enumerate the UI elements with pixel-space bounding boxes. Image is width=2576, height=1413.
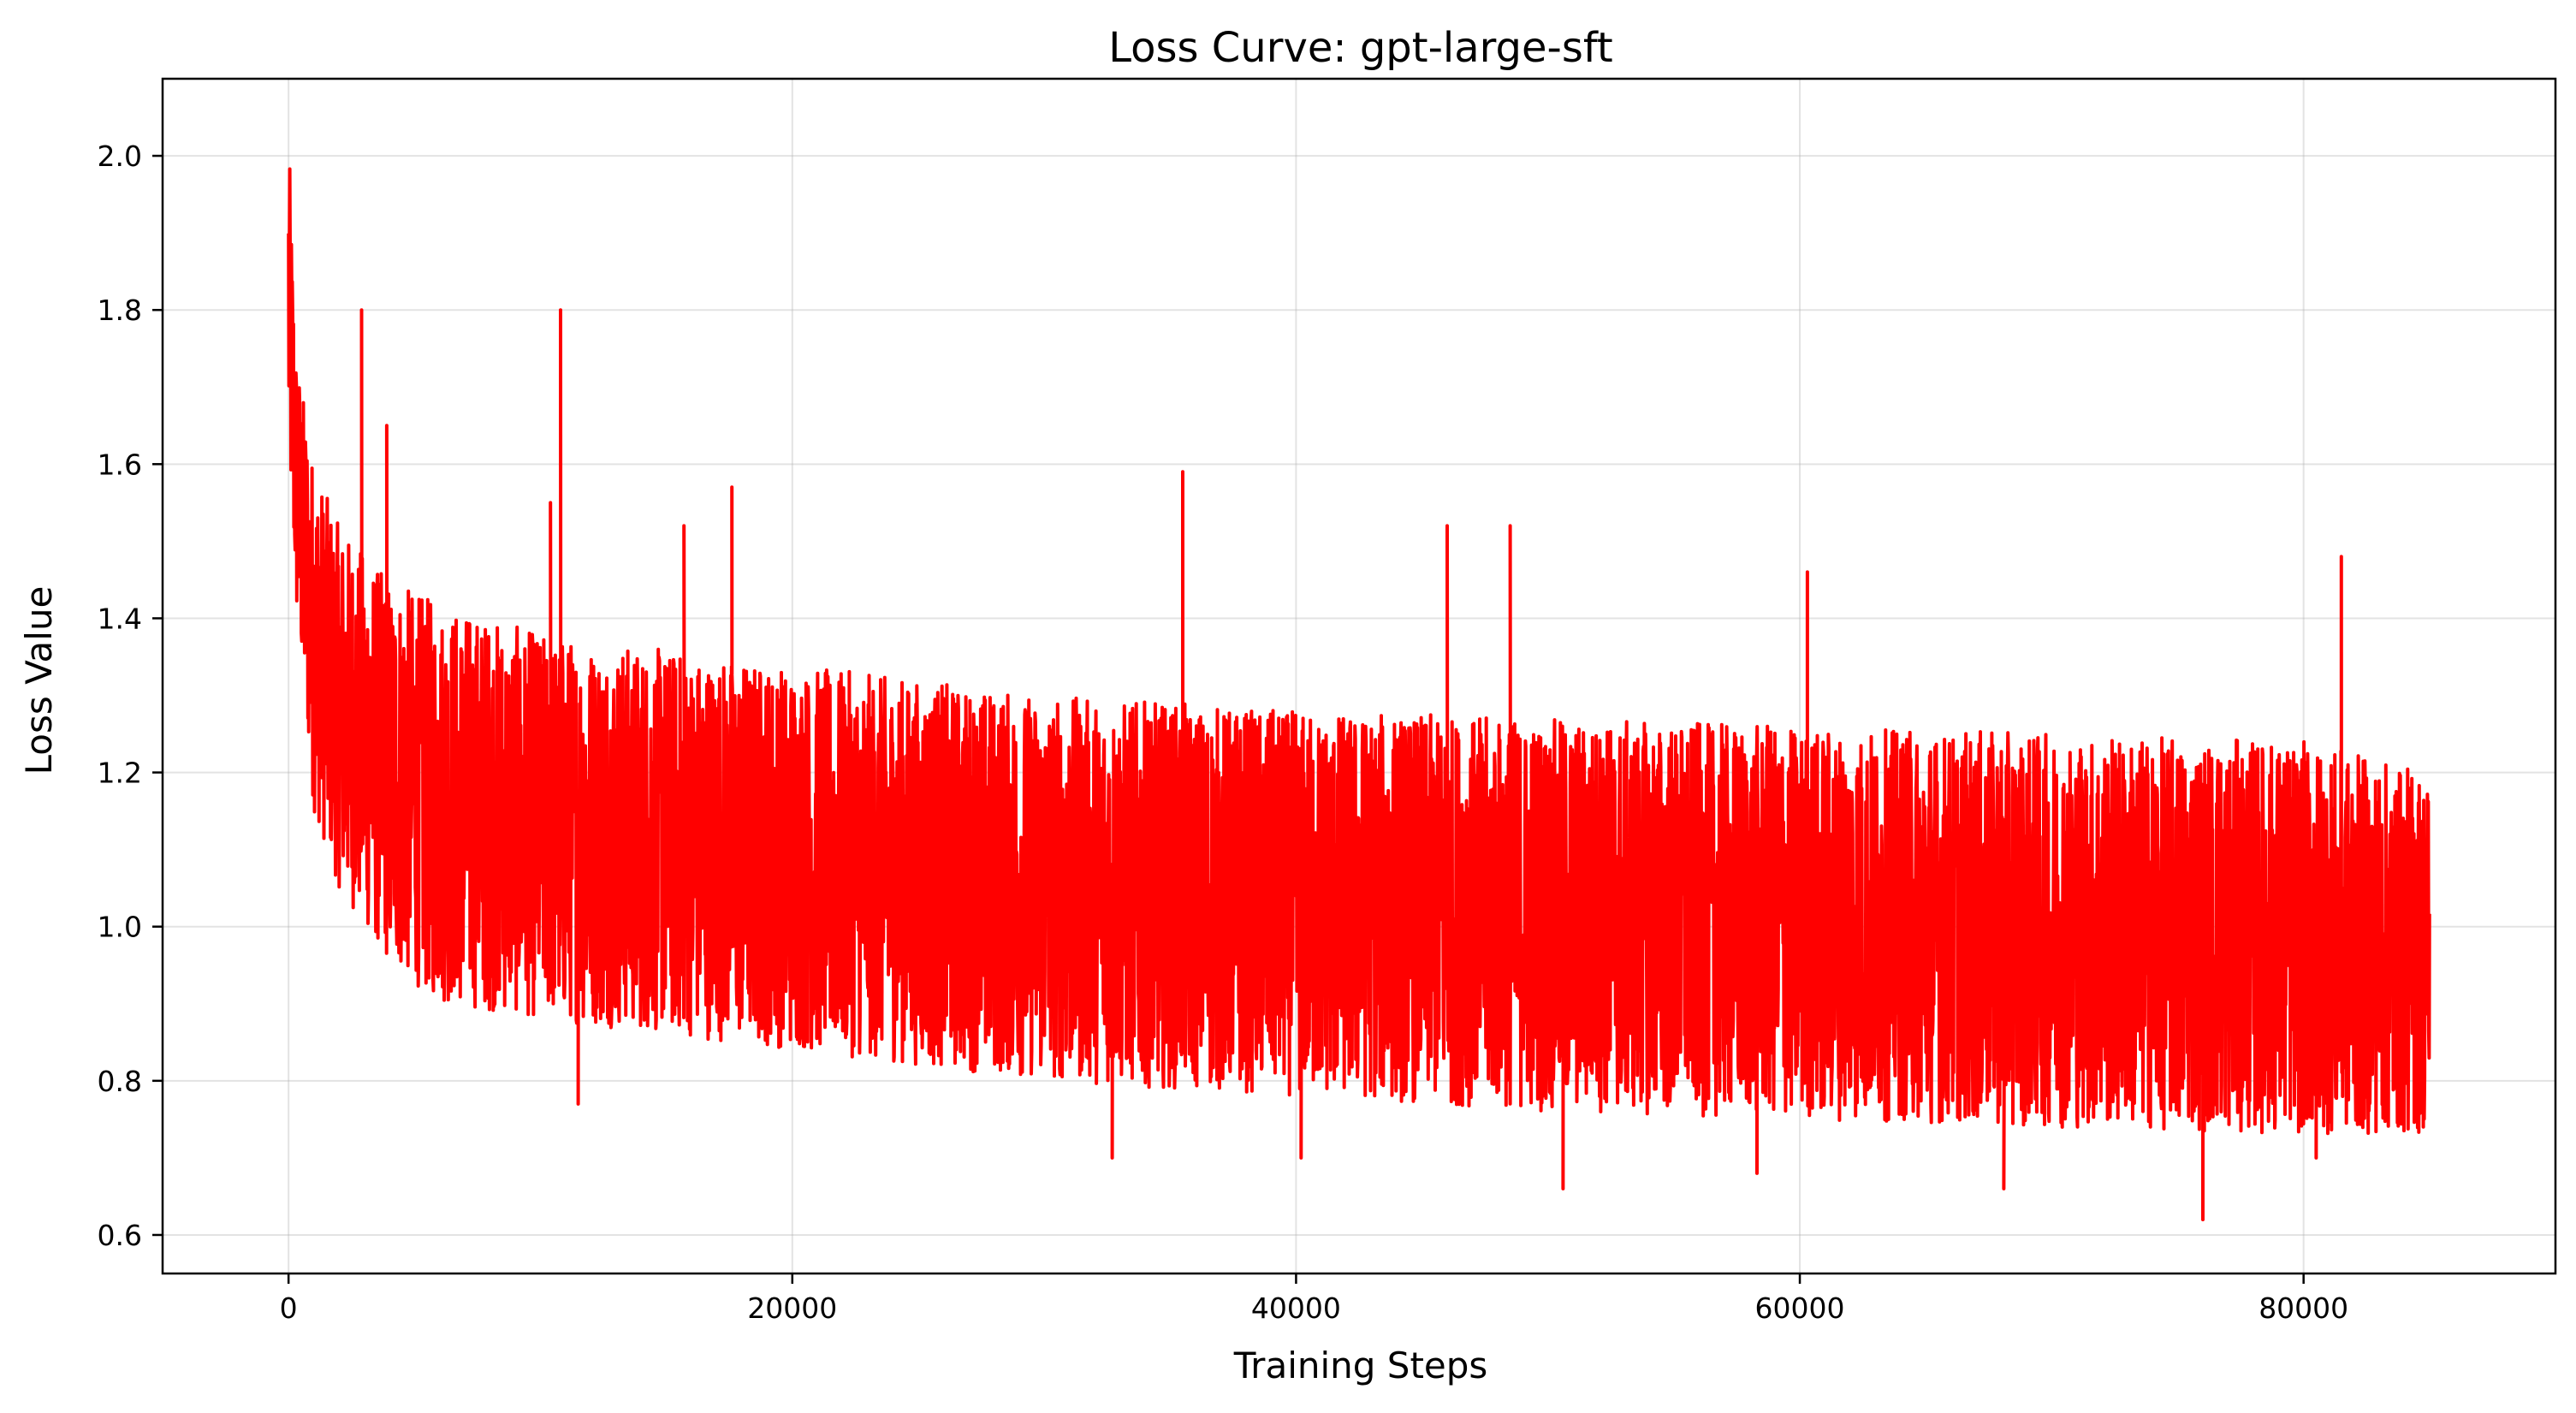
x-tick-label: 0: [280, 1291, 298, 1325]
x-tick-label: 80000: [2258, 1291, 2348, 1325]
y-axis-label: Loss Value: [18, 586, 60, 775]
y-tick-label: 0.8: [98, 1065, 142, 1098]
y-tick-label: 1.6: [98, 448, 142, 481]
y-tick-label: 2.0: [98, 140, 142, 173]
chart-title: Loss Curve: gpt-large-sft: [1108, 24, 1613, 72]
series-layer: [287, 167, 2431, 1221]
y-tick-label: 1.8: [98, 294, 142, 327]
y-axis: 0.6 0.8 1.0 1.2 1.4 1.6 1.8 2.0: [98, 140, 163, 1252]
y-tick-label: 1.4: [98, 602, 142, 635]
y-tick-label: 1.2: [98, 757, 142, 790]
x-tick-label: 60000: [1755, 1291, 1845, 1325]
x-axis: 0 20000 40000 60000 80000: [280, 1273, 2348, 1325]
y-tick-label: 1.0: [98, 911, 142, 944]
plot-frame: [161, 77, 2557, 1275]
loss-series-line: [287, 167, 2431, 1221]
x-tick-label: 20000: [747, 1291, 837, 1325]
x-tick-label: 40000: [1251, 1291, 1341, 1325]
y-tick-label: 0.6: [98, 1219, 142, 1252]
x-axis-label: Training Steps: [1233, 1345, 1488, 1386]
